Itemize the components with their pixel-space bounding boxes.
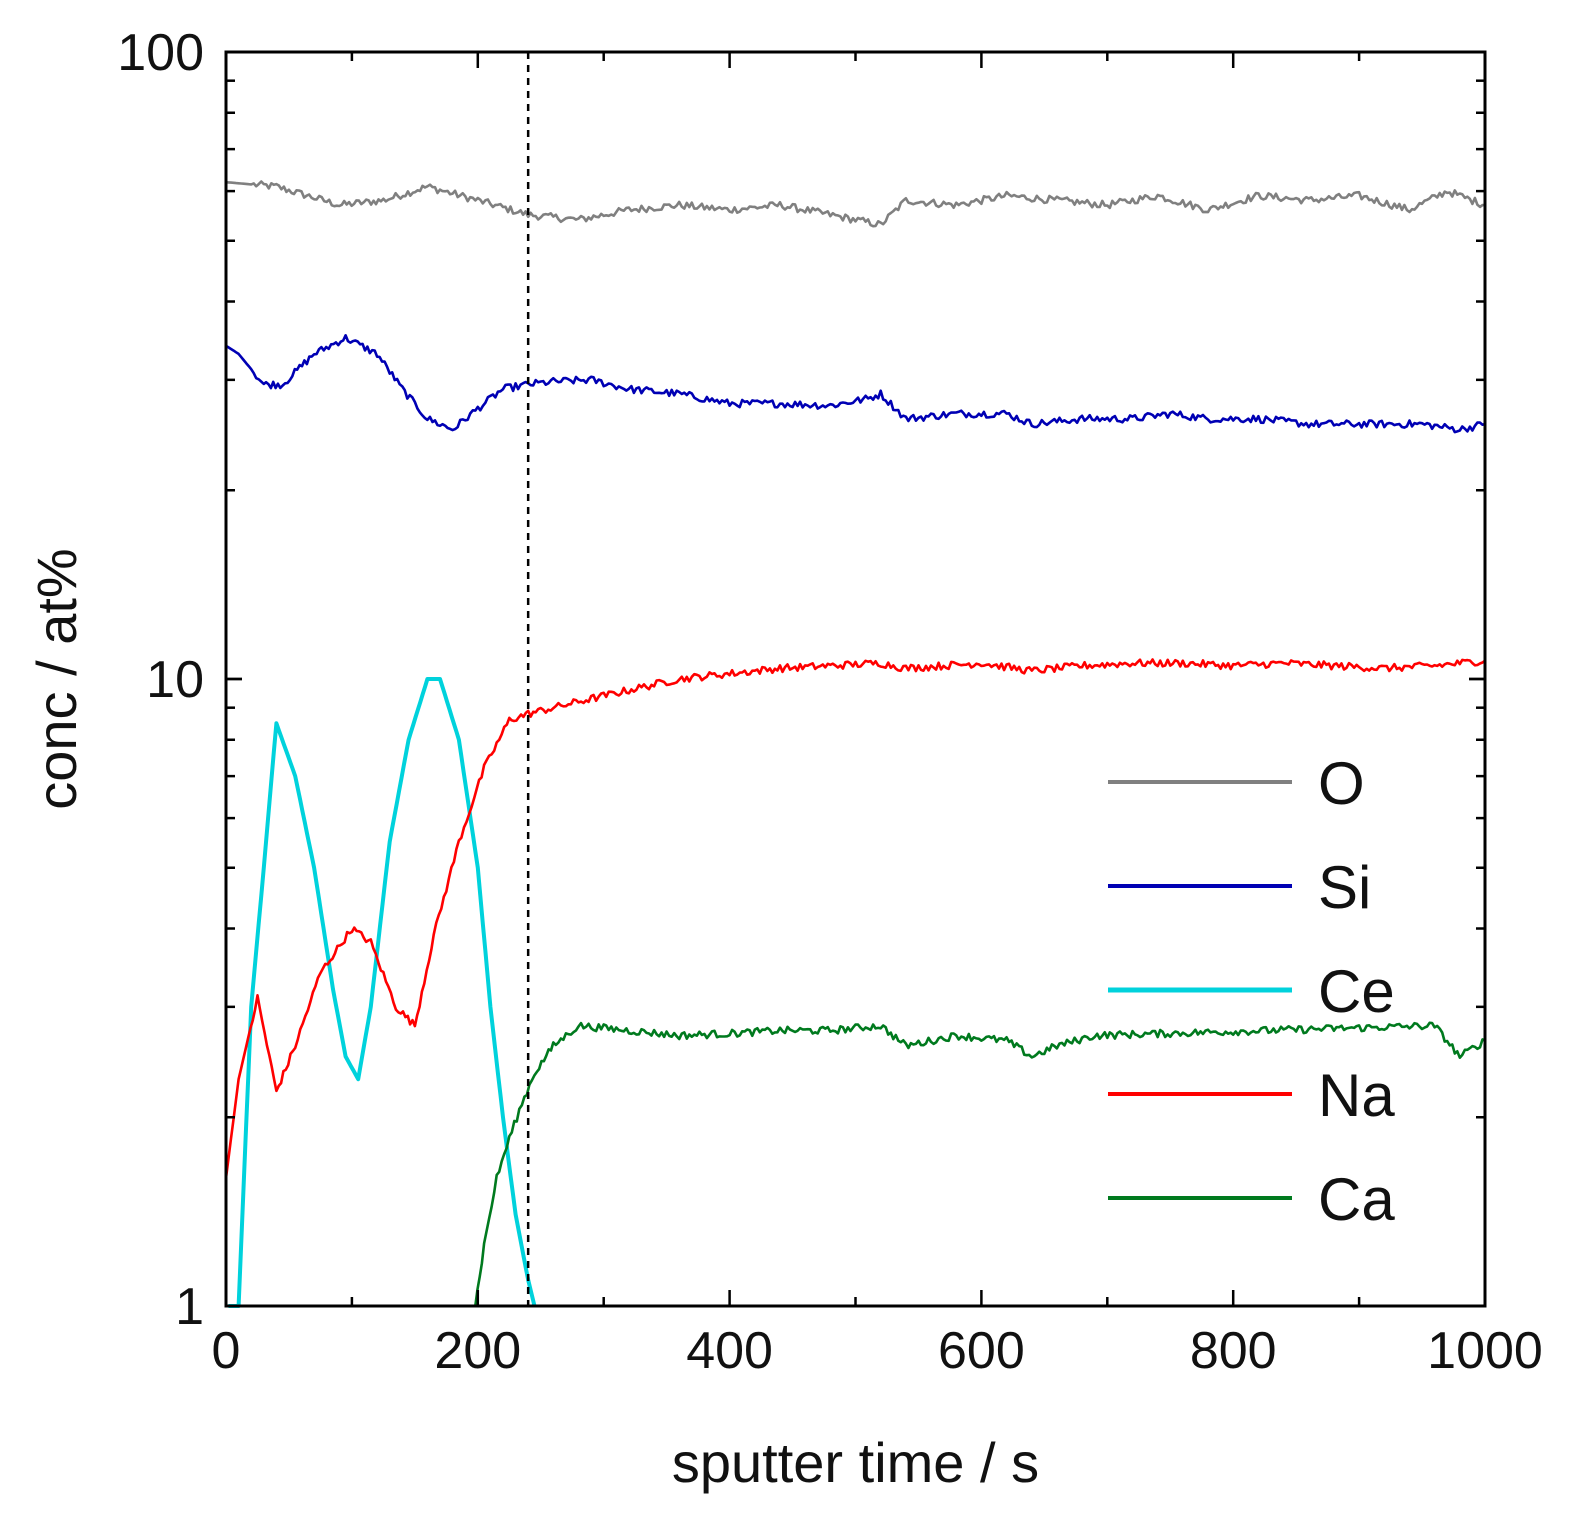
series-line-ce (228, 677, 537, 1308)
legend-label-na: Na (1318, 1062, 1395, 1129)
legend-label-si: Si (1318, 854, 1371, 921)
x-tick-label: 1000 (1427, 1322, 1543, 1380)
series-line-si (225, 334, 1486, 434)
series-layer (224, 180, 1486, 1308)
plot-frame (224, 50, 1487, 1308)
x-tick-label: 600 (938, 1322, 1025, 1380)
y-tick-label: 100 (117, 24, 204, 82)
legend-label-o: O (1318, 750, 1365, 817)
x-tick-label: 200 (434, 1322, 521, 1380)
series-line-na (224, 658, 1486, 1179)
y-axis-tick-labels: 1 10 100 (117, 24, 204, 1336)
y-axis-title: conc / at% (25, 548, 88, 809)
x-tick-label: 0 (212, 1322, 241, 1380)
x-tick-label: 800 (1190, 1322, 1277, 1380)
tick-marks (224, 50, 1487, 1308)
x-axis-tick-labels: 0 200 400 600 800 1000 (212, 1322, 1543, 1380)
legend-label-ca: Ca (1318, 1166, 1395, 1233)
series-line-ca (474, 1021, 1486, 1307)
legend: O Si Ce Na Ca (1108, 750, 1395, 1233)
x-axis-title: sputter time / s (672, 1431, 1039, 1494)
y-tick-label: 1 (175, 1278, 204, 1336)
legend-label-ce: Ce (1318, 958, 1395, 1025)
y-tick-label: 10 (146, 651, 204, 709)
x-tick-label: 400 (686, 1322, 773, 1380)
series-line-o (225, 180, 1485, 228)
